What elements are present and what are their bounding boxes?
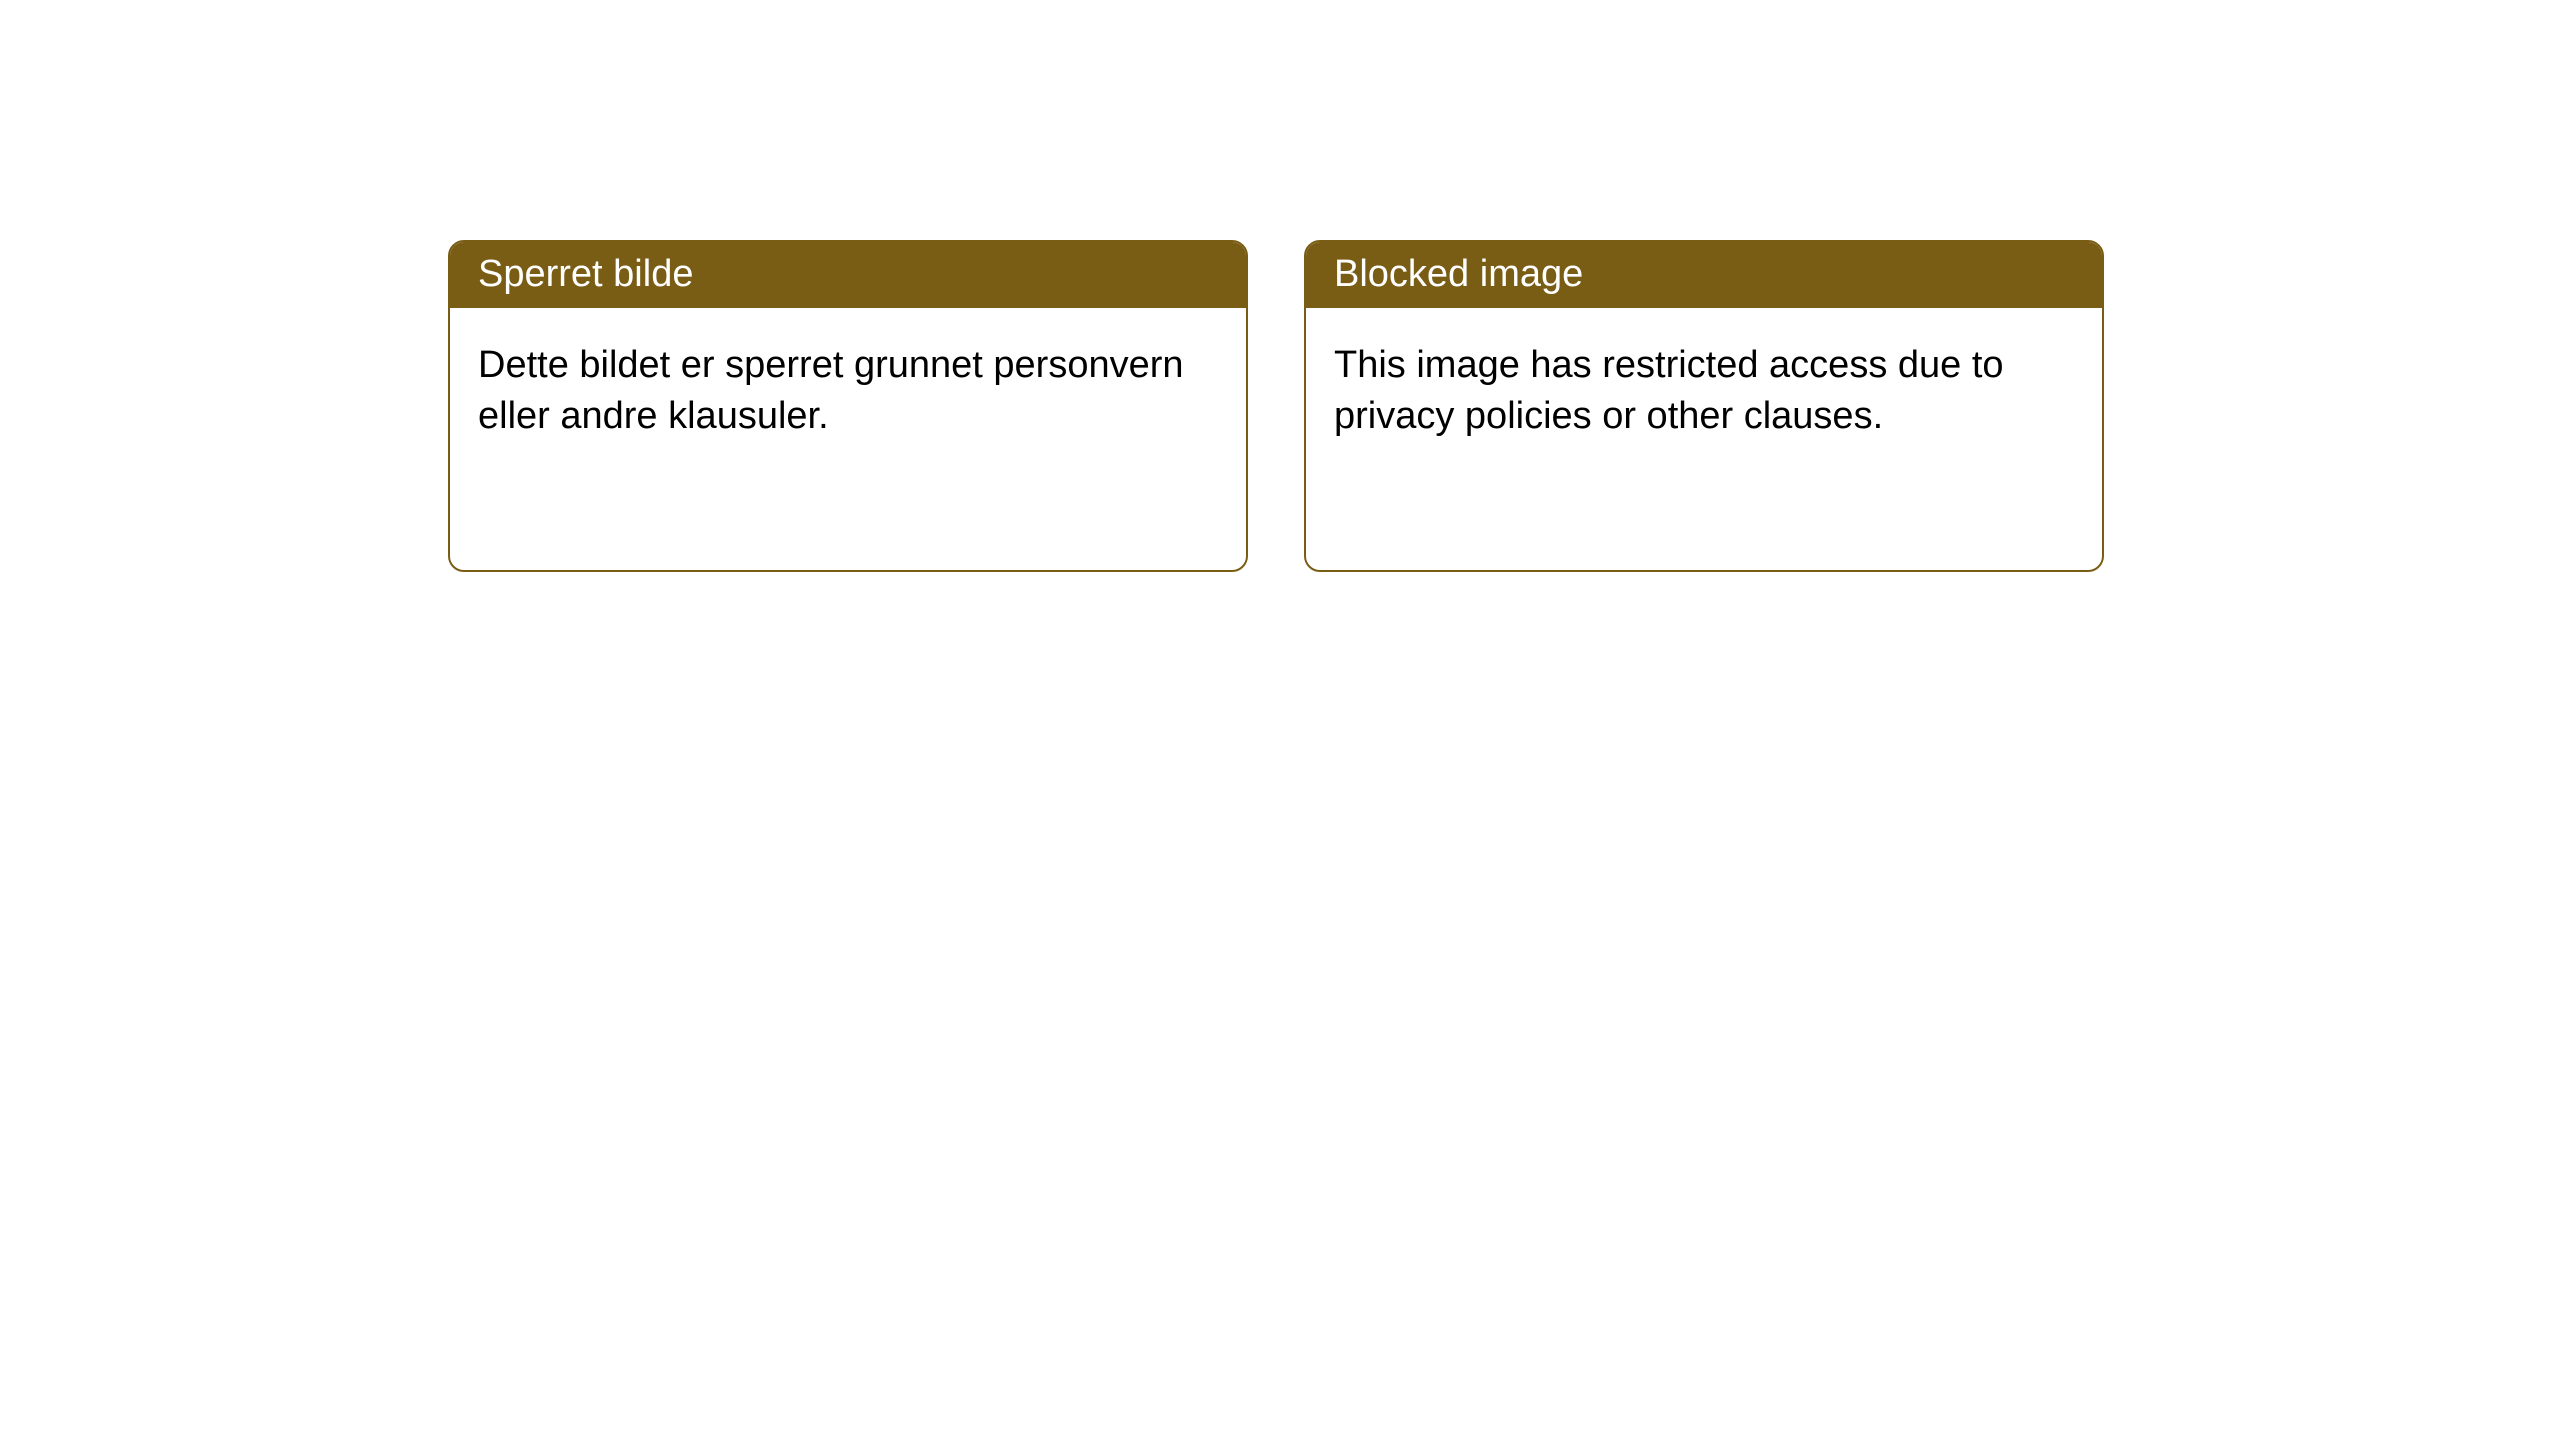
blocked-image-panel-english: Blocked image This image has restricted … [1304,240,2104,572]
panel-message-english: This image has restricted access due to … [1306,308,2102,475]
panel-title-norwegian: Sperret bilde [450,242,1246,308]
panel-title-english: Blocked image [1306,242,2102,308]
panel-message-norwegian: Dette bildet er sperret grunnet personve… [450,308,1246,475]
blocked-image-panel-norwegian: Sperret bilde Dette bildet er sperret gr… [448,240,1248,572]
notice-container: Sperret bilde Dette bildet er sperret gr… [448,240,2104,572]
